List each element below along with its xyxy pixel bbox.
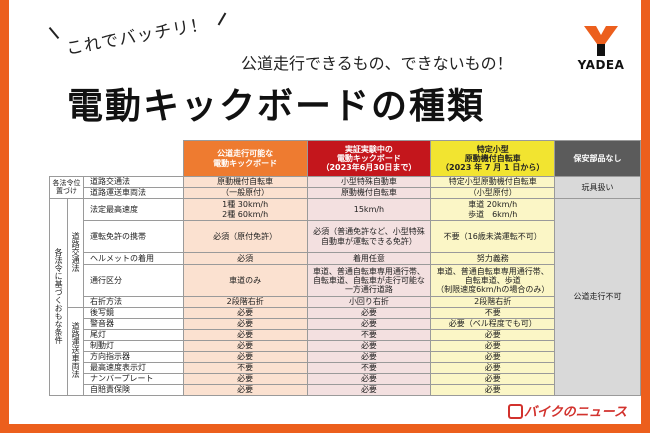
watermark-logo-icon xyxy=(508,404,523,419)
row-label: ナンバープレート xyxy=(82,373,184,385)
group-road-traffic: 道路交通法 xyxy=(66,198,84,308)
page-title: 電動キックボードの種類 xyxy=(67,86,486,127)
header-blank xyxy=(49,140,184,177)
row-label: 後写鏡 xyxy=(82,307,184,319)
table-row: 最高速度表示灯 不要 不要 必要 xyxy=(50,362,641,374)
row-label: 最高速度表示灯 xyxy=(82,362,184,374)
watermark: バイクのニュース xyxy=(523,405,627,420)
tagline-tick-left xyxy=(48,26,60,40)
table-row: ナンバープレート 必要 必要 必要 xyxy=(50,373,641,385)
group-law-position: 各法令位置づけ xyxy=(49,176,84,199)
row-label: 制動灯 xyxy=(82,340,184,352)
header-special-small-moped: 特定小型 原動機付自転車 （2023 年 7 月 1 日から） xyxy=(430,140,556,177)
table-row: 警音器 必要 必要 必要（ベル程度でも可） xyxy=(50,318,641,330)
row-label: 通行区分 xyxy=(82,264,184,297)
table-row: 右折方法 2段階右折 小回り右折 2段階右折 xyxy=(50,296,641,308)
table-row: 通行区分 車道のみ 車道、普通自転車専用通行帯、 自転車道、自転車が走行可能な 一方… xyxy=(50,264,641,297)
group-based-on-laws: 各法令に基づくおもな条件 xyxy=(49,198,68,396)
header-row: 公道走行可能な 電動キックボード 実証実験中の 電動キックボード （2023年6月30… xyxy=(49,140,641,177)
brand-name: YADEA xyxy=(577,58,625,72)
not-road-legal-cell: 公道走行不可 xyxy=(554,198,641,396)
tagline-tick-right xyxy=(217,12,227,26)
row-label: 尾灯 xyxy=(82,329,184,341)
table-row: 方向指示器 必要 必要 必要 xyxy=(50,351,641,363)
row-label: 運転免許の携帯 xyxy=(82,220,184,253)
row-label: 道路交通法 xyxy=(82,176,184,188)
table-row: 各法令に基づくおもな条件 道路交通法 法定最高速度 1種 30km/h 2種 60… xyxy=(49,198,641,396)
row-label: 警音器 xyxy=(82,318,184,330)
header-trial-kickboard: 実証実験中の 電動キックボード （2023年6月30日まで） xyxy=(306,140,432,177)
brand-logo: YADEA xyxy=(563,26,639,72)
row-label: ヘルメットの着用 xyxy=(82,252,184,265)
row-label: 方向指示器 xyxy=(82,351,184,363)
header-legal-kickboard: 公道走行可能な 電動キックボード xyxy=(182,140,308,177)
row-label: 自賠責保険 xyxy=(82,384,184,396)
table-row: 道路運送車両法 後写鏡 必要 必要 不要 xyxy=(50,307,641,396)
table-row: 自賠責保険 必要 必要 必要 xyxy=(50,384,641,396)
yadea-y-icon xyxy=(584,26,618,56)
table-row: 各法令位置づけ 道路交通法 原動機付自転車 小型特殊自動車 特定小型原動機付自転… xyxy=(49,176,641,199)
table-row: 制動灯 必要 必要 必要 xyxy=(50,340,641,352)
row-label: 右折方法 xyxy=(82,296,184,308)
header-no-safety-parts: 保安部品なし xyxy=(554,140,641,177)
row-label: 法定最高速度 xyxy=(82,198,184,221)
group-vehicle-law: 道路運送車両法 xyxy=(66,307,84,396)
table-row: 尾灯 必要 不要 必要 xyxy=(50,329,641,341)
table-row: 運転免許の携帯 必須（原付免許） 必須（普通免許など、小型特殊 自動車が運転できる… xyxy=(50,220,641,253)
subtitle: 公道走行できるもの、できないもの！ xyxy=(241,54,513,73)
tagline: これでバッチリ！ xyxy=(64,14,210,60)
table-row: ヘルメットの着用 必須 着用任意 努力義務 xyxy=(50,252,641,265)
table-row: 道路運送車両法 （一般原付） 原動機付自転車 （小型原付） xyxy=(50,187,641,199)
kickboard-comparison-table: 公道走行可能な 電動キックボード 実証実験中の 電動キックボード （2023年6月30… xyxy=(49,140,641,396)
row-label: 道路運送車両法 xyxy=(82,187,184,199)
